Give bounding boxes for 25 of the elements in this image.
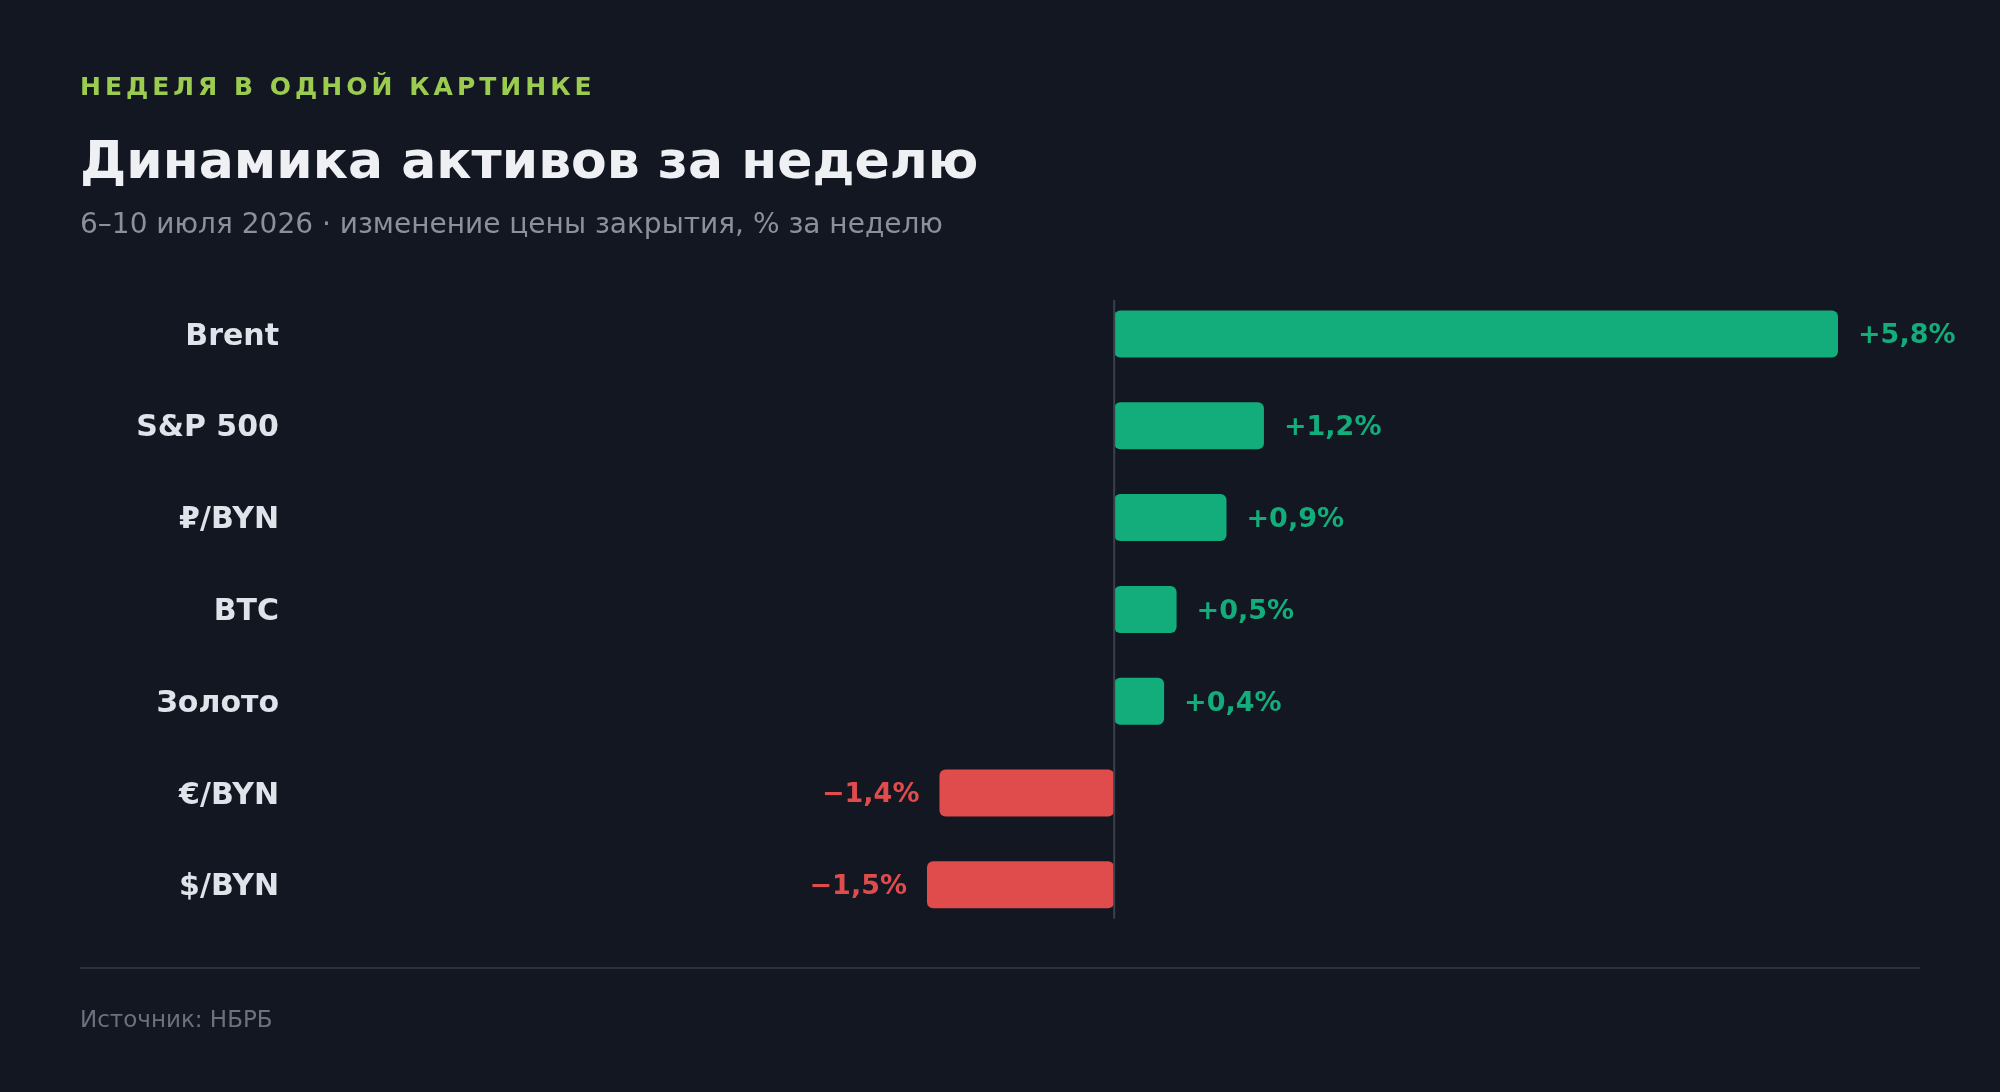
y-tick-label: S&P 500 (136, 408, 279, 444)
bar (1114, 310, 1838, 358)
bar (927, 861, 1115, 909)
y-tick-label: BTC (213, 591, 279, 627)
y-tick-label: $/BYN (179, 867, 279, 903)
text: НЕДЕЛЯ В ОДНОЙ КАРТИНКЕ (80, 72, 596, 101)
data-label: +0,9% (1246, 502, 1345, 534)
data-label: −1,5% (809, 869, 907, 901)
data-label: −1,4% (821, 777, 920, 809)
y-tick-label: Brent (185, 316, 279, 352)
data-label: +0,4% (1184, 685, 1282, 717)
data-label: +1,2% (1283, 410, 1382, 442)
bar (1114, 494, 1227, 542)
text: Источник: НБРБ (80, 1006, 273, 1032)
bar (939, 769, 1115, 817)
bar (1114, 402, 1264, 450)
data-label: +5,8% (1858, 318, 1956, 350)
y-tick-label: Золото (156, 683, 279, 719)
chart-title: Динамика активов за неделю (80, 130, 979, 190)
y-tick-label: €/BYN (178, 775, 279, 811)
y-tick-label: ₽/BYN (179, 500, 279, 536)
text: 6–10 июля 2026 · изменение цены закрытия, % за неделю (80, 207, 943, 240)
bar (1114, 677, 1165, 725)
bar (1114, 585, 1177, 633)
data-label: +0,5% (1196, 593, 1295, 625)
